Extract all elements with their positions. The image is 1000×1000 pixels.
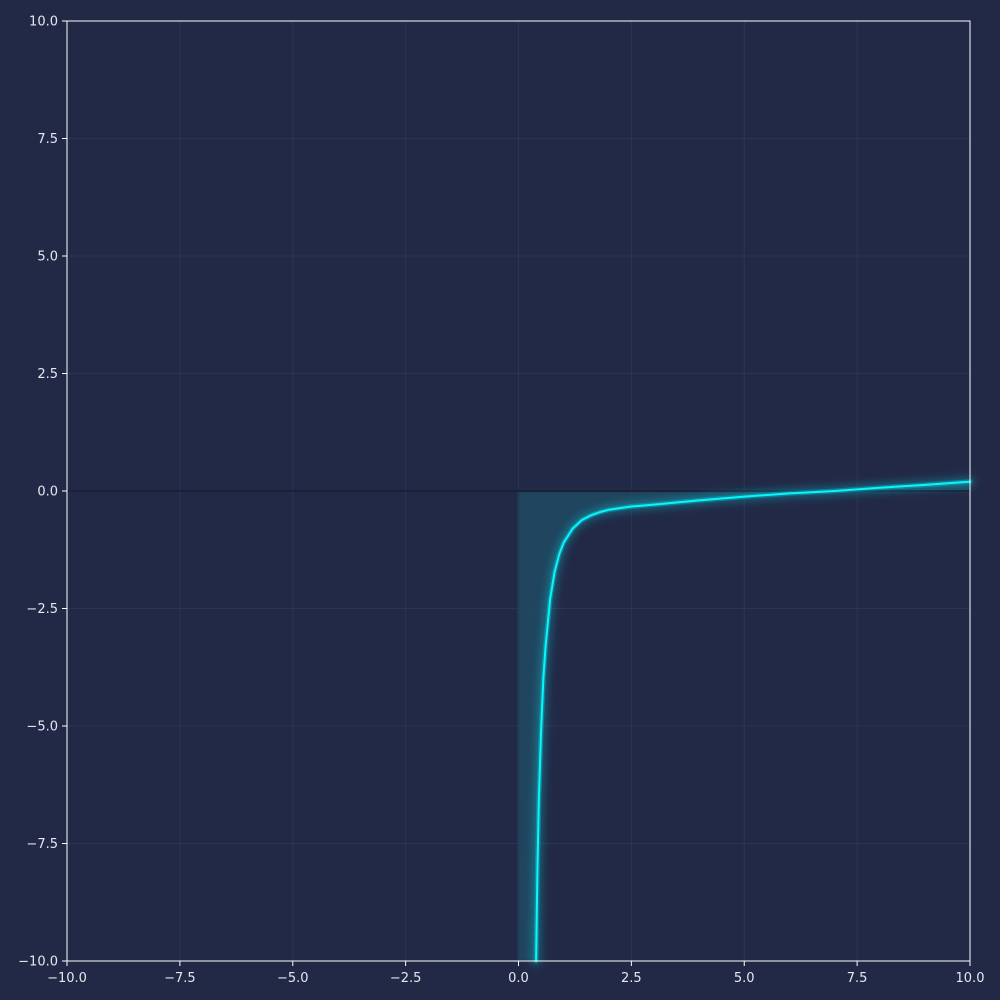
series bbox=[531, 476, 975, 966]
y-tick-label-5: 2.5 bbox=[37, 367, 58, 382]
y-tick-label-2: −5.0 bbox=[26, 720, 58, 735]
y-tick-label-6: 5.0 bbox=[37, 250, 58, 265]
x-tick-label-2: −5.0 bbox=[277, 971, 309, 986]
x-tick-label-5: 2.5 bbox=[621, 971, 642, 986]
y-tick-label-3: −2.5 bbox=[26, 602, 58, 617]
series-line bbox=[535, 480, 971, 962]
series-line-glow bbox=[531, 476, 975, 966]
x-tick-label-3: −2.5 bbox=[390, 971, 422, 986]
y-tick-label-8: 10.0 bbox=[29, 15, 58, 30]
y-tick-label-4: 0.0 bbox=[37, 485, 58, 500]
x-tick-label-8: 10.0 bbox=[956, 971, 985, 986]
x-tick-label-4: 0.0 bbox=[508, 971, 529, 986]
x-axis-ticks: −10.0 −7.5 −5.0 −2.5 0.0 2.5 5.0 7.5 10.0 bbox=[47, 961, 984, 986]
y-tick-label-7: 7.5 bbox=[37, 132, 58, 147]
x-tick-label-1: −7.5 bbox=[164, 971, 196, 986]
area-fill bbox=[518, 481, 970, 961]
y-axis-ticks: −10.0 −7.5 −5.0 −2.5 0.0 2.5 5.0 7.5 10.0 bbox=[18, 15, 67, 970]
series-line-halo bbox=[533, 479, 973, 964]
y-tick-label-0: −10.0 bbox=[18, 955, 58, 970]
x-tick-label-7: 7.5 bbox=[847, 971, 868, 986]
area-fill-region bbox=[518, 481, 970, 961]
x-tick-label-6: 5.0 bbox=[734, 971, 755, 986]
y-tick-label-1: −7.5 bbox=[26, 837, 58, 852]
x-tick-label-0: −10.0 bbox=[47, 971, 87, 986]
